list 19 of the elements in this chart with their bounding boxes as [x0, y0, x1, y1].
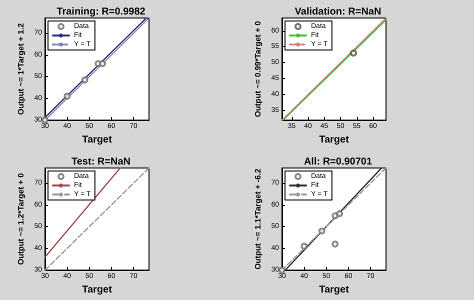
chart-title: Test: R=NaN	[72, 156, 130, 168]
x-axis-title: Target	[319, 284, 350, 296]
point	[332, 240, 339, 248]
y-axis-title: Output ~= 1.2*Target + 0	[16, 172, 26, 265]
x-axis-title: Target	[319, 134, 350, 146]
y-axis-title: Output ~= 1.1*Target + -6.2	[254, 168, 262, 270]
y-axis-title: Output ~= 0.99*Target + 0	[254, 20, 262, 118]
x-axis-title: Target	[82, 134, 113, 146]
point	[81, 76, 88, 84]
point	[99, 60, 106, 68]
x-axis-title: Target	[82, 284, 113, 296]
point	[318, 228, 326, 234]
point	[336, 210, 344, 218]
chart-title: All: R=0.90701	[304, 156, 372, 168]
point	[64, 92, 71, 100]
y-axis-title: Output ~= 1*Target + 1.2	[16, 22, 26, 115]
chart-title: Training: R=0.9982	[56, 6, 146, 18]
point	[300, 242, 308, 250]
chart-title: Validation: R=NaN	[294, 6, 382, 18]
